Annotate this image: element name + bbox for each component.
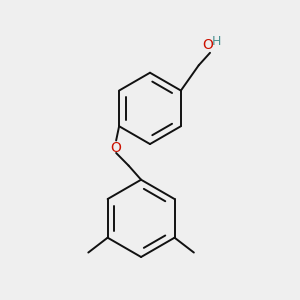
Text: H: H: [212, 35, 221, 48]
Text: O: O: [111, 141, 122, 155]
Text: O: O: [202, 38, 213, 52]
